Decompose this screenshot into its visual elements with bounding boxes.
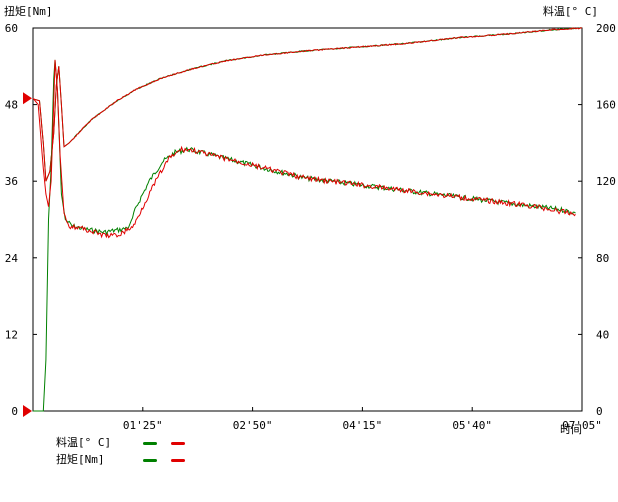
left-axis-marker (23, 92, 32, 105)
left-axis-title: 扭矩[Nm] (4, 5, 53, 18)
right-axis-title: 料温[° C] (542, 5, 598, 18)
x-tick-label: 01'25" (123, 419, 163, 432)
right-tick-label: 40 (596, 328, 609, 341)
left-tick-label: 24 (5, 252, 19, 265)
legend-label-temperature: 料温[° C] (56, 436, 112, 449)
left-axis-marker (23, 405, 32, 417)
legend-swatch-torque-run2 (171, 459, 185, 462)
left-tick-label: 0 (11, 405, 18, 418)
left-tick-label: 36 (5, 175, 18, 188)
torque-line-run2 (32, 59, 576, 239)
left-tick-label: 12 (5, 328, 18, 341)
left-tick-label: 48 (5, 99, 18, 112)
legend-swatch-temperature-run2 (171, 442, 185, 445)
x-axis-title: 时间 (560, 423, 582, 436)
legend-label-torque: 扭矩[Nm] (56, 453, 105, 466)
right-tick-label: 160 (596, 99, 616, 112)
x-tick-label: 02'50" (233, 419, 273, 432)
right-tick-label: 120 (596, 175, 616, 188)
temperature-line-run2 (32, 27, 583, 182)
right-tick-label: 200 (596, 22, 616, 35)
legend-swatch-torque-run1 (143, 459, 157, 462)
x-tick-label: 05'40" (452, 419, 492, 432)
legend-swatch-temperature-run1 (143, 442, 157, 445)
x-tick-label: 07'05" (562, 419, 602, 432)
x-tick-label: 04'15" (343, 419, 383, 432)
right-tick-label: 0 (596, 405, 603, 418)
left-tick-label: 60 (5, 22, 18, 35)
plot-frame (32, 27, 583, 412)
right-tick-label: 80 (596, 252, 609, 265)
